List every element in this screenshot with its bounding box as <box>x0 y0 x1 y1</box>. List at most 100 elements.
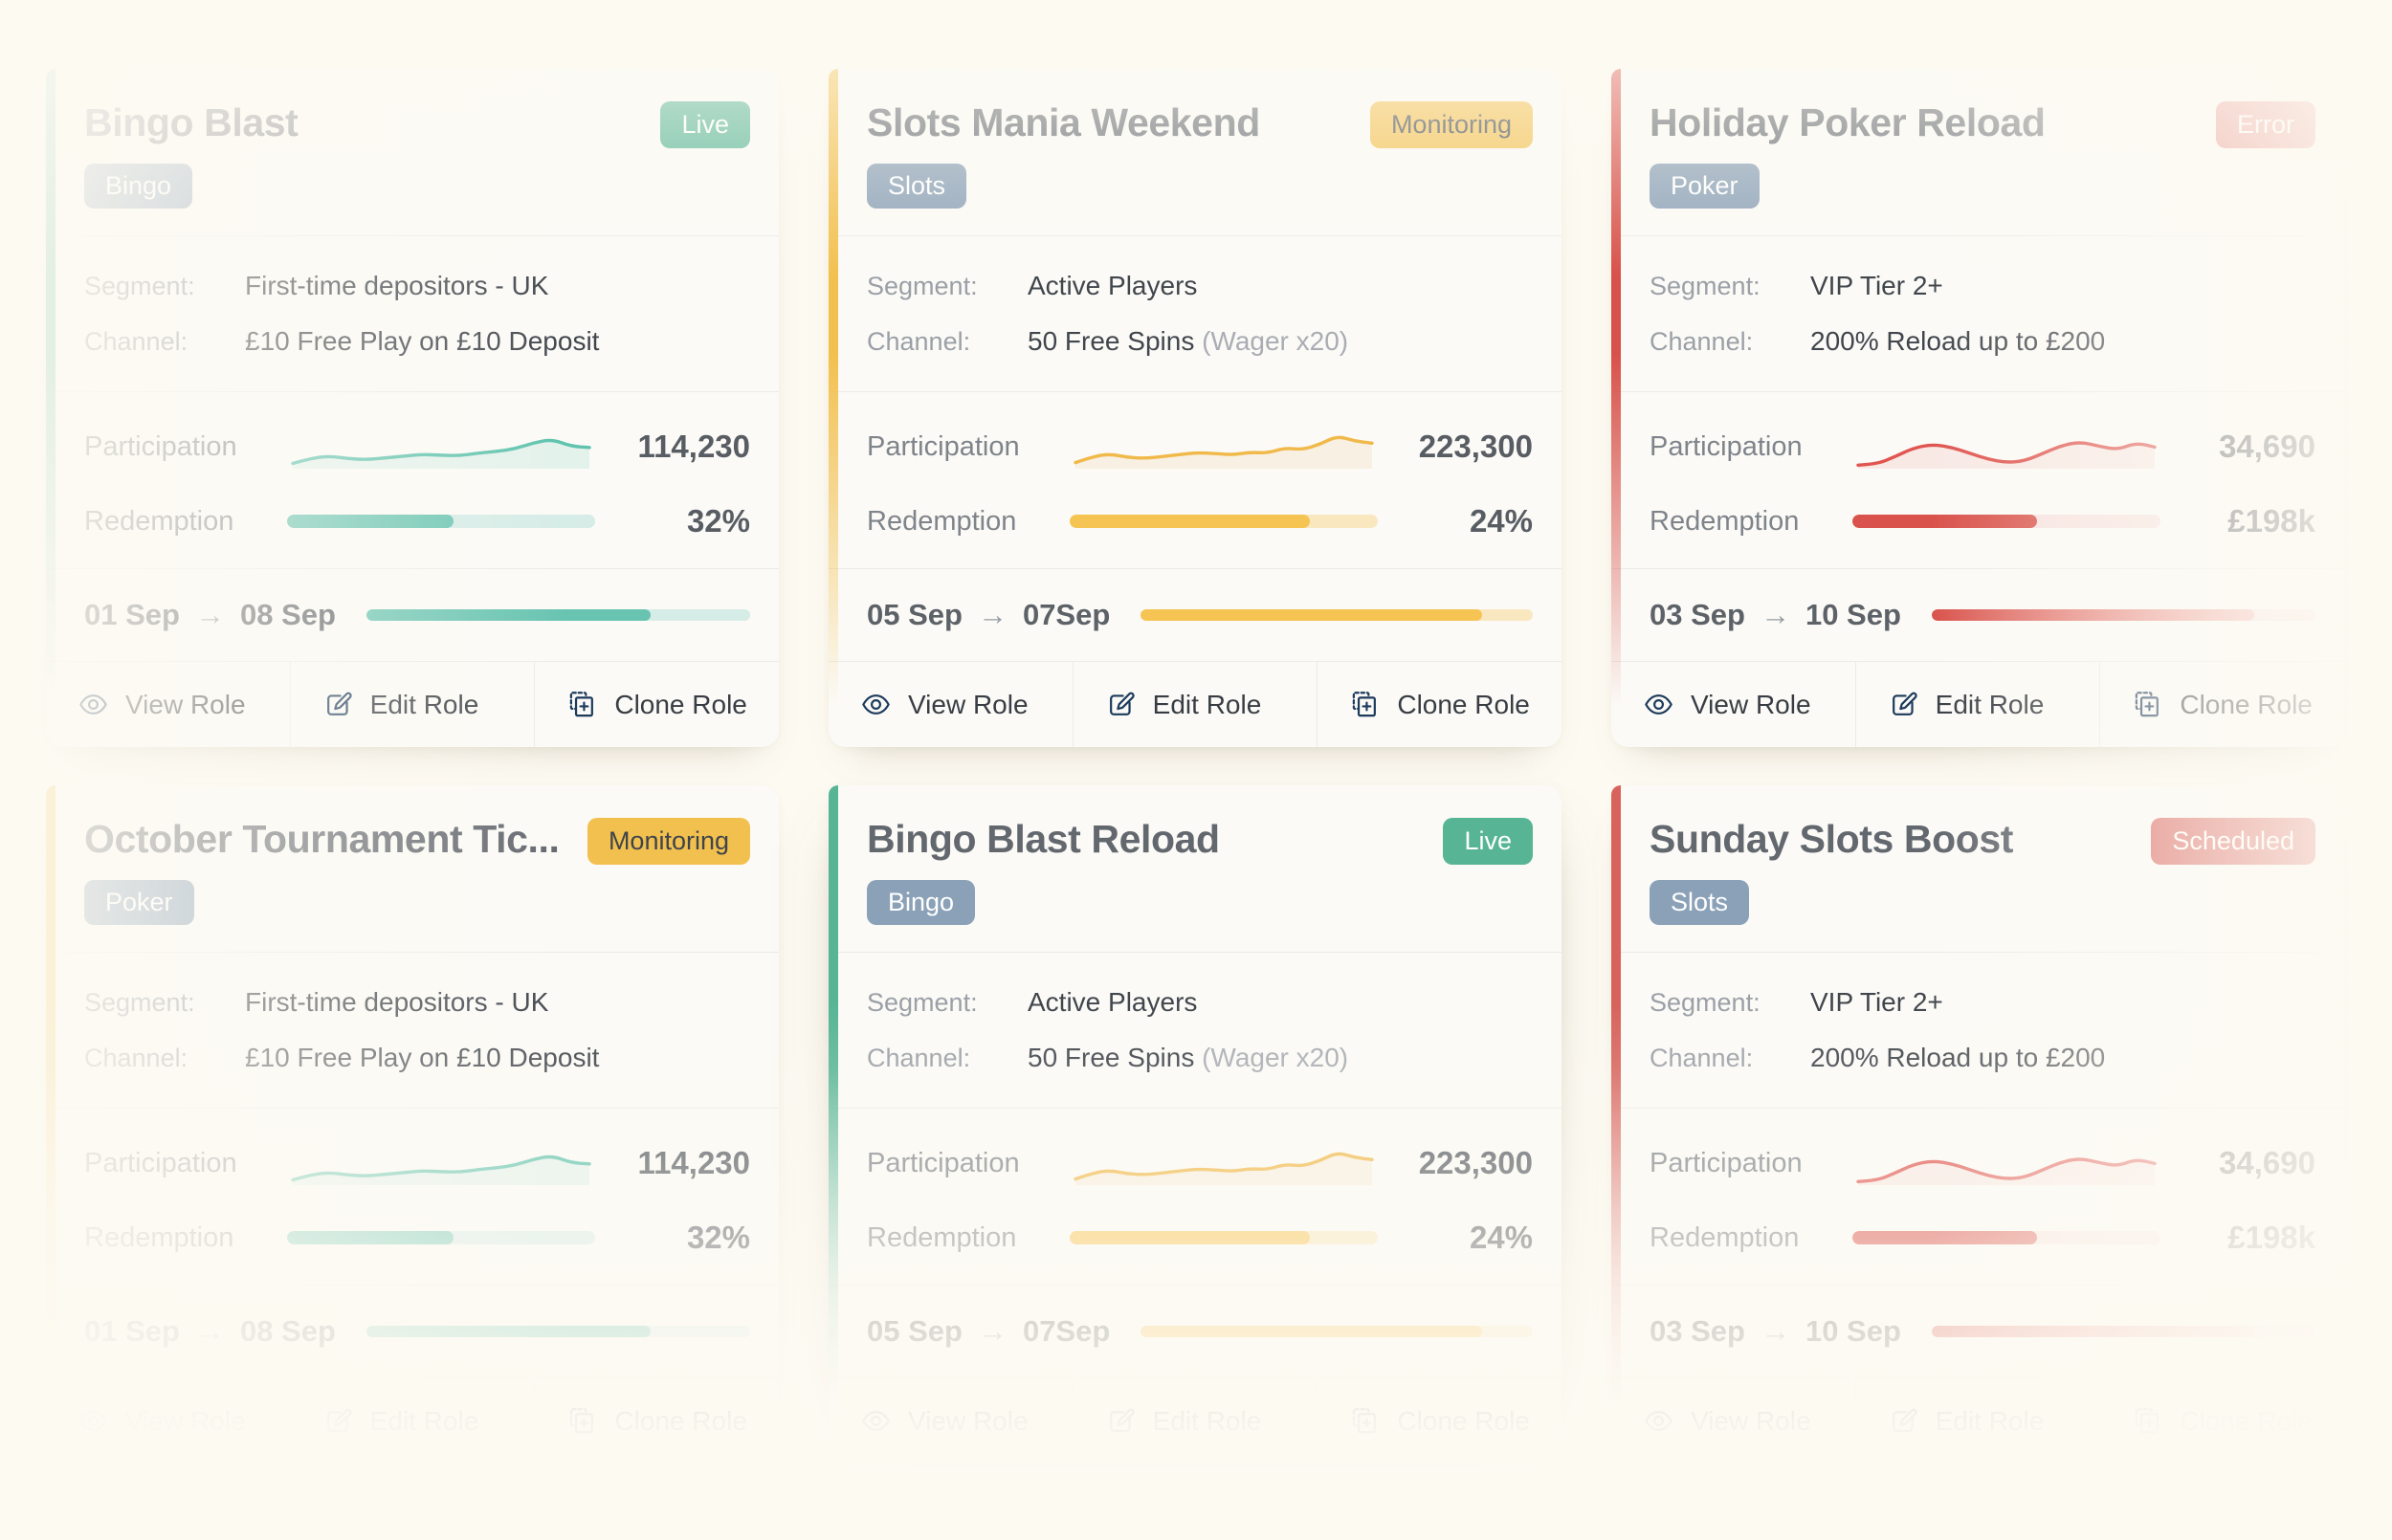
redemption-value: £198k <box>2227 1220 2315 1255</box>
card-header: Holiday Poker Reload Error Poker <box>1611 69 2344 235</box>
edit-role-button[interactable]: Edit Role <box>1072 662 1318 747</box>
category-tag: Slots <box>867 164 967 209</box>
channel-label: Channel: <box>1650 327 1754 356</box>
edit-role-button[interactable]: Edit Role <box>289 1378 535 1463</box>
channel-row: Channel: 200% Reload up to £200 <box>1650 1043 2315 1073</box>
redemption-bar-fill <box>287 515 454 528</box>
card-actions: View Role Edit Role Clone Role <box>1611 1377 2344 1463</box>
edit-role-button[interactable]: Edit Role <box>1854 662 2100 747</box>
view-role-button[interactable]: View Role <box>1611 1378 1855 1463</box>
timeline-bar <box>365 1326 750 1337</box>
redemption-value: 24% <box>1469 503 1533 539</box>
edit-icon <box>1109 692 1135 715</box>
edit-icon <box>1892 692 1917 715</box>
campaign-card-grid: Bingo Blast Live Bingo Segment: First-ti… <box>46 69 2344 1463</box>
schedule-row: 05 Sep → 07Sep <box>829 568 1561 661</box>
redemption-value: £198k <box>2227 503 2315 539</box>
clone-icon <box>570 692 594 717</box>
card-header: Bingo Blast Live Bingo <box>46 69 779 235</box>
segment-label: Segment: <box>84 272 195 300</box>
edit-role-button[interactable]: Edit Role <box>1854 1378 2100 1463</box>
date-start: 03 Sep <box>1650 1314 1745 1348</box>
eye-icon <box>862 694 890 715</box>
participation-sparkline <box>1074 1152 1374 1185</box>
campaign-card: Sunday Slots Boost Scheduled Slots Segme… <box>1611 785 2344 1463</box>
edit-role-button[interactable]: Edit Role <box>289 662 535 747</box>
campaign-title: Bingo Blast <box>84 100 299 144</box>
arrow-right-icon: → <box>977 1314 1008 1348</box>
redemption-label: Redemption <box>84 505 234 537</box>
arrow-right-icon: → <box>1760 598 1790 631</box>
channel-value: 50 Free Spins (Wager x20) <box>1028 1043 1349 1072</box>
card-header: Sunday Slots Boost Scheduled Slots <box>1611 785 2344 952</box>
participation-value: 114,230 <box>637 1145 750 1180</box>
performance-stats: Participation 34,690 Redemption £198k <box>1611 1108 2344 1285</box>
clone-role-button[interactable]: Clone Role <box>2099 1378 2344 1463</box>
date-start: 01 Sep <box>84 598 180 631</box>
clone-role-button[interactable]: Clone Role <box>2099 662 2344 747</box>
status-badge: Scheduled <box>2151 818 2315 865</box>
edit-role-label: Edit Role <box>369 1405 479 1436</box>
segment-label: Segment: <box>867 988 978 1017</box>
participation-label: Participation <box>867 1147 1020 1178</box>
targeting-info: Segment: Active Players Channel: 50 Free… <box>829 952 1561 1108</box>
redemption-bar-fill <box>1852 515 2038 528</box>
redemption-row: Redemption £198k <box>1650 503 2315 539</box>
edit-icon <box>326 1408 352 1432</box>
campaign-card: Bingo Blast Live Bingo Segment: First-ti… <box>46 69 779 747</box>
view-role-button[interactable]: View Role <box>1611 662 1855 747</box>
channel-row: Channel: 200% Reload up to £200 <box>1650 326 2315 357</box>
view-role-button[interactable]: View Role <box>829 662 1073 747</box>
redemption-label: Redemption <box>1650 505 1800 537</box>
status-badge: Monitoring <box>587 818 750 865</box>
timeline-bar-fill <box>1931 1326 2254 1337</box>
card-actions: View Role Edit Role Clone Role <box>829 661 1561 747</box>
channel-row: Channel: 50 Free Spins (Wager x20) <box>867 1043 1533 1073</box>
card-actions: View Role Edit Role Clone Role <box>46 1377 779 1463</box>
campaign-card: Slots Mania Weekend Monitoring Slots Seg… <box>829 69 1561 747</box>
view-role-label: View Role <box>125 689 246 719</box>
segment-label: Segment: <box>84 988 195 1017</box>
campaign-title: October Tournament Tic... <box>84 817 560 861</box>
category-tag: Bingo <box>867 880 976 925</box>
view-role-button[interactable]: View Role <box>829 1378 1073 1463</box>
clone-role-button[interactable]: Clone Role <box>1317 662 1561 747</box>
participation-row: Participation 34,690 <box>1650 419 2315 474</box>
clone-role-button[interactable]: Clone Role <box>534 1378 779 1463</box>
date-end: 08 Sep <box>239 598 336 631</box>
schedule-row: 03 Sep → 10 Sep <box>1611 568 2344 661</box>
card-header: Slots Mania Weekend Monitoring Slots <box>829 69 1561 235</box>
targeting-info: Segment: Active Players Channel: 50 Free… <box>829 235 1561 391</box>
participation-label: Participation <box>1650 430 1803 462</box>
redemption-row: Redemption 32% <box>84 503 750 539</box>
category-tag: Slots <box>1650 880 1750 925</box>
card-actions: View Role Edit Role Clone Role <box>829 1377 1561 1463</box>
clone-role-label: Clone Role <box>1397 1405 1530 1436</box>
redemption-row: Redemption 24% <box>867 1220 1533 1256</box>
redemption-label: Redemption <box>867 1221 1017 1253</box>
view-role-button[interactable]: View Role <box>46 662 290 747</box>
clone-role-button[interactable]: Clone Role <box>534 662 779 747</box>
channel-value: 200% Reload up to £200 <box>1810 1043 2106 1072</box>
clone-role-button[interactable]: Clone Role <box>1317 1378 1561 1463</box>
channel-label: Channel: <box>84 327 188 356</box>
edit-role-label: Edit Role <box>1152 1405 1262 1436</box>
participation-value: 223,300 <box>1418 429 1533 464</box>
redemption-bar <box>1852 1231 2160 1244</box>
clone-role-label: Clone Role <box>2180 1405 2313 1436</box>
participation-value: 223,300 <box>1418 1145 1533 1180</box>
date-end: 07Sep <box>1022 1314 1111 1348</box>
edit-role-label: Edit Role <box>1935 689 2045 719</box>
targeting-info: Segment: VIP Tier 2+ Channel: 200% Reloa… <box>1611 235 2344 391</box>
participation-value: 114,230 <box>637 429 750 464</box>
redemption-bar <box>1070 515 1378 528</box>
redemption-label: Redemption <box>84 1221 234 1253</box>
edit-role-button[interactable]: Edit Role <box>1072 1378 1318 1463</box>
view-role-button[interactable]: View Role <box>46 1378 290 1463</box>
status-badge: Error <box>2216 101 2315 148</box>
participation-label: Participation <box>1650 1147 1803 1178</box>
clone-role-label: Clone Role <box>2180 689 2313 719</box>
redemption-bar <box>1070 1231 1378 1244</box>
participation-value: 34,690 <box>2219 429 2315 464</box>
channel-value: 200% Reload up to £200 <box>1810 326 2106 356</box>
